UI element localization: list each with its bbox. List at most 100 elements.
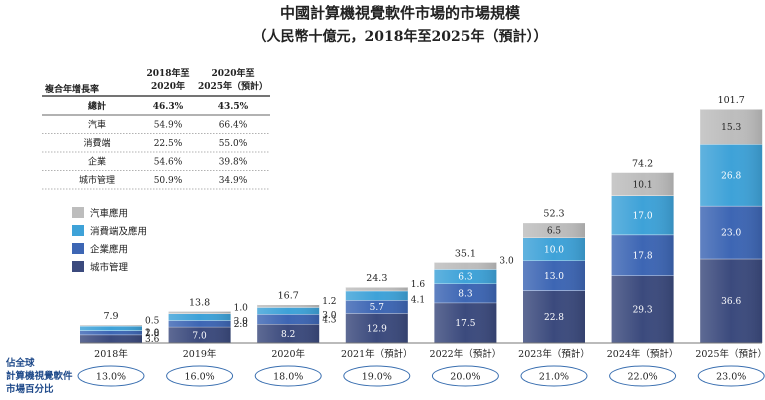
global-share-value: 21.0% <box>539 372 569 383</box>
cagr-row-2018-2020: 22.5% <box>154 139 183 149</box>
bar-value-label: 3.0 <box>322 311 337 321</box>
bar-segment-shade <box>257 304 320 308</box>
global-share-ellipse <box>520 365 588 387</box>
bar-value-label: 17.8 <box>633 251 653 261</box>
cagr-col2-header-line1: 2020年至 <box>211 67 254 79</box>
global-share-value: 22.0% <box>628 372 658 383</box>
x-tick-label: 2022年（預計） <box>430 348 502 360</box>
bar-value-label: 4.1 <box>411 296 425 306</box>
legend-label: 汽車應用 <box>90 208 128 220</box>
legend-swatch <box>72 207 84 218</box>
bar-segment-shade <box>611 275 674 343</box>
global-share-ellipse <box>431 365 499 387</box>
global-share-ellipse <box>166 365 234 387</box>
chart-title: 中國計算機視覺軟件市場的市場規模 <box>280 4 521 22</box>
cagr-header-label: 複合年增長率 <box>44 83 99 95</box>
bar-segment-shade <box>80 325 142 331</box>
cagr-row-2020-2025: 55.0% <box>219 139 248 149</box>
cagr-col1-header-line2: 2020年 <box>151 80 185 92</box>
bar-value-label: 22.8 <box>544 313 564 323</box>
cagr-rows: 總計 46.3% 43.5% 汽車 54.9% 66.4% 消費端 22.5% 55.0% 企業 5… <box>42 100 270 190</box>
bar-value-label: 6.5 <box>547 226 562 236</box>
bar-value-label: 8.3 <box>458 290 473 300</box>
global-share-value: 20.0% <box>450 372 480 383</box>
legend-label: 消費端及應用 <box>90 226 147 238</box>
bar-value-label: 1.6 <box>411 280 426 290</box>
bar-value-label: 3.0 <box>499 257 514 267</box>
x-tick-label: 2025年（預計） <box>695 348 765 360</box>
bar-value-label: 3.6 <box>145 335 160 345</box>
bar-group: 3.61.82.0 0.5 7.9 <box>80 311 160 345</box>
bar-group: 36.6 23.0 26.8 15.3 101.7 <box>700 95 763 343</box>
bar-group: 22.8 13.0 10.0 6.5 52.3 <box>523 209 585 343</box>
global-share-value: 13.0% <box>96 372 126 383</box>
bar-segment-shade <box>80 330 142 335</box>
bar-value-label: 4.3 <box>322 315 337 325</box>
bar-total-label: 24.3 <box>366 273 387 284</box>
cagr-row-2018-2020: 50.9% <box>154 176 183 186</box>
x-tick-label: 2023年（預計） <box>518 348 590 360</box>
bar-segment-shade <box>168 313 231 321</box>
bar-segment-shade <box>611 234 674 276</box>
cagr-row-2020-2025: 39.8% <box>219 158 248 168</box>
legend-swatch <box>72 243 84 254</box>
bar-segment-shade <box>80 324 142 326</box>
cagr-row-2018-2020: 46.3% <box>153 102 184 112</box>
legend-label: 企業應用 <box>90 244 128 256</box>
bar-group: 8.2 4.33.0 1.2 16.7 <box>257 291 337 343</box>
bar-segment-shade <box>345 290 408 301</box>
bar-value-label: 15.3 <box>721 123 741 133</box>
global-share-ellipse <box>343 365 411 387</box>
bar-segment-shade <box>257 307 320 315</box>
chart-subtitle: （人民幣十億元，2018年至2025年（預計）） <box>253 28 548 45</box>
global-share-label-line2: 計算機視覺軟件 <box>6 370 73 382</box>
cagr-table: 複合年增長率 2018年至 2020年 2020年至 2025年（預計） 總計 4… <box>42 67 270 190</box>
bar-value-label: 1.0 <box>234 303 249 313</box>
global-share-label-line3: 市場百分比 <box>6 383 54 395</box>
bars: 3.61.82.00.57.97.02.83.01.013.88.24.33.0… <box>80 95 763 345</box>
bar-total-label: 16.7 <box>278 291 299 302</box>
bar-value-label: 36.6 <box>721 297 741 307</box>
bar-value-label: 0.5 <box>145 316 160 326</box>
bar-total-label: 74.2 <box>632 158 653 169</box>
bar-total-label: 101.7 <box>718 95 745 106</box>
bar-value-label: 26.8 <box>721 171 741 181</box>
bar-value-label: 10.0 <box>544 245 564 255</box>
bar-group: 12.9 5.7 4.1 1.6 24.3 <box>345 273 426 343</box>
x-tick-label: 2019年 <box>183 348 217 360</box>
global-share-label: 佔全球 計算機視覺軟件 市場百分比 <box>5 357 73 395</box>
bar-segment-shade <box>434 262 497 270</box>
bar-segment-shade <box>700 205 763 259</box>
bar-segment-shade <box>345 300 408 314</box>
global-share-value: 23.0% <box>716 372 746 383</box>
bar-segment-shade <box>257 314 320 325</box>
bar-segment-shade <box>611 195 674 235</box>
bar-segment-shade <box>523 237 585 261</box>
bar-segment-shade <box>345 287 408 291</box>
x-tick-label: 2020年 <box>271 348 305 360</box>
cagr-row-2020-2025: 43.5% <box>218 102 249 112</box>
x-tick-label: 2018年 <box>94 348 128 360</box>
bar-segment-shade <box>168 326 231 343</box>
bar-group: 17.5 8.3 6.3 3.0 35.1 <box>434 248 514 343</box>
bar-segment-shade <box>700 109 763 145</box>
global-share-row: 13.0% 16.0% 18.0% 19.0% 20.0% 21.0% 22.0% 23.0% <box>77 365 765 387</box>
bar-value-label: 1.8 <box>145 329 160 339</box>
bar-value-label: 6.3 <box>458 273 473 283</box>
bar-total-label: 7.9 <box>103 311 118 322</box>
bar-segment-shade <box>345 313 408 343</box>
bar-total-label: 13.8 <box>189 297 210 308</box>
bar-segment-shade <box>80 334 142 343</box>
bar-value-label: 29.3 <box>633 306 653 316</box>
cagr-row-2020-2025: 66.4% <box>219 121 248 131</box>
bar-value-label: 2.8 <box>234 320 249 330</box>
bar-value-label: 5.7 <box>370 303 385 313</box>
bar-value-label: 10.1 <box>633 180 653 190</box>
x-tick-label: 2024年（預計） <box>607 348 679 360</box>
bar-value-label: 7.0 <box>192 331 207 341</box>
global-share-value: 18.0% <box>273 372 303 383</box>
cagr-row-name: 企業 <box>88 156 106 168</box>
bar-segment-shade <box>168 311 231 314</box>
